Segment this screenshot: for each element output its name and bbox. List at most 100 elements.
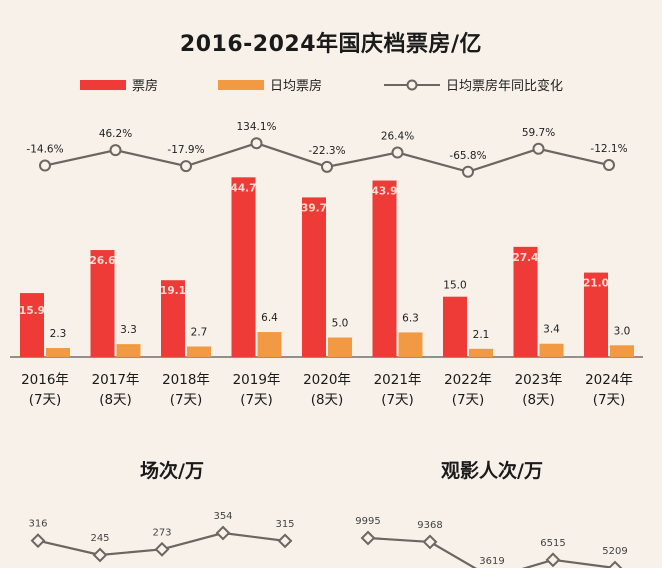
legend-label-daily-box-office: 日均票房 [270,79,323,94]
legend-label-yoy: 日均票房年同比变化 [446,79,564,94]
yoy-label-2023年: 59.7% [522,127,555,139]
x-tick-label-2017年: 2017年 [92,372,140,388]
bar-daily-box-office-2020年 [328,337,352,357]
admissions-point-0 [360,530,376,546]
yoy-label-2016年: -14.6% [26,144,63,156]
bar-label-daily-box-office-2019年: 6.4 [261,312,278,324]
screenings-point-0 [30,533,46,549]
bar-label-daily-box-office-2018年: 2.7 [191,326,208,338]
screenings-point-2 [154,541,170,557]
screenings-point-3 [215,525,231,541]
admissions-point-1 [422,534,438,550]
screenings-title: 场次/万 [140,460,204,482]
bar-label-daily-box-office-2022年: 2.1 [473,329,490,341]
bar-daily-box-office-2018年 [187,346,211,357]
x-tick-label-2018年: 2018年 [162,372,210,388]
legend: 票房 日均票房 日均票房年同比变化 [0,75,662,99]
x-tick-sublabel-2022年: (7天) [452,392,485,408]
chart-title: 2016-2024年国庆档票房/亿 [179,32,483,57]
yoy-label-2018年: -17.9% [167,144,204,156]
yoy-point-2019年 [250,137,263,150]
yoy-point-2022年 [462,165,474,178]
legend-item-daily-box-office: 日均票房 [218,75,322,94]
bar-label-box-office-2021年: 43.9 [372,186,398,198]
bar-daily-box-office-2019年 [257,332,282,357]
bar-label-box-office-2017年: 26.6 [90,255,116,267]
admissions-title: 观影人次/万 [441,460,543,482]
x-tick-label-2023年: 2023年 [515,372,563,388]
bar-daily-box-office-2016年 [46,348,70,357]
bar-label-box-office-2018年: 19.1 [160,285,186,297]
yoy-point-2020年 [321,160,333,173]
x-tick-sublabel-2021年: (7天) [381,392,414,408]
bar-label-box-office-2024年: 21.0 [583,278,609,290]
bar-label-daily-box-office-2020年: 5.0 [332,318,349,330]
bar-label-box-office-2020年: 39.7 [301,202,327,214]
bar-label-daily-box-office-2017年: 3.3 [120,324,137,336]
legend-line-circle-icon [384,79,440,90]
admissions-label-1: 9368 [417,520,442,531]
bar-box-office-2021年 [372,180,397,357]
bar-daily-box-office-2024年 [610,345,634,357]
yoy-label-2021年: 26.4% [381,131,414,143]
yoy-point-2023年 [532,142,545,155]
bar-daily-box-office-2022年 [469,348,493,357]
admissions-label-4: 5209 [602,546,627,557]
screenings-label-1: 245 [90,533,109,544]
x-tick-label-2024年: 2024年 [585,372,633,388]
legend-item-yoy: 日均票房年同比变化 [384,75,563,94]
bar-label-daily-box-office-2023年: 3.4 [543,324,560,336]
bar-label-box-office-2023年: 27.4 [513,252,539,264]
x-tick-label-2016年: 2016年 [21,372,69,388]
bar-box-office-2020年 [302,197,326,357]
screenings-label-2: 273 [152,527,171,538]
x-tick-sublabel-2016年: (7天) [29,392,62,408]
x-tick-sublabel-2019年: (7天) [240,392,273,408]
x-tick-sublabel-2023年: (8天) [522,392,555,408]
x-tick-sublabel-2017年: (8天) [99,392,132,408]
x-tick-label-2021年: 2021年 [374,372,422,388]
bar-label-daily-box-office-2024年: 3.0 [614,325,631,337]
x-tick-sublabel-2024年: (7天) [593,392,626,408]
bar-box-office-2017年 [90,250,115,357]
x-tick-sublabel-2020年: (8天) [311,392,344,408]
admissions-point-4 [607,560,623,568]
bar-box-office-2018年 [161,280,185,357]
bar-label-box-office-2016年: 15.9 [19,305,45,317]
yoy-label-2020年: -22.3% [308,145,345,157]
legend-swatch-box-office [80,79,126,90]
x-tick-label-2020年: 2020年 [303,372,351,388]
main-chart: 15.9 2.3 2016年 (7天) 26.6 3.3 2017年 (8天) 19.1 2.7 2… [10,121,643,408]
yoy-label-2019年: 134.1% [236,121,276,133]
yoy-point-2021年 [391,146,404,159]
bar-label-daily-box-office-2021年: 6.3 [402,312,419,324]
bar-label-box-office-2019年: 44.7 [231,182,257,194]
screenings-label-3: 354 [213,511,232,522]
yoy-label-2024年: -12.1% [590,143,627,155]
bar-box-office-2023年 [513,246,538,357]
legend-swatch-daily-box-office [218,79,264,90]
legend-item-box-office: 票房 [80,75,158,94]
admissions-line [367,536,616,568]
bar-box-office-2016年 [20,293,44,357]
yoy-label-2022年: -65.8% [449,150,486,162]
bar-daily-box-office-2023年 [539,343,564,357]
yoy-point-2016年 [39,159,51,172]
screenings-point-4 [277,533,293,549]
bar-label-daily-box-office-2016年: 2.3 [50,328,67,340]
x-tick-sublabel-2018年: (7天) [170,392,203,408]
screenings-point-1 [92,547,108,563]
bar-daily-box-office-2021年 [398,332,423,357]
yoy-point-2017年 [109,144,122,157]
bar-box-office-2022年 [443,296,467,357]
yoy-point-2018年 [180,160,192,173]
admissions-label-0: 9995 [355,516,380,527]
yoy-label-2017年: 46.2% [99,128,132,140]
yoy-point-2024年 [603,159,615,172]
admissions-label-3: 6515 [540,538,565,549]
admissions-point-3 [545,552,561,568]
bar-box-office-2024年 [584,272,608,357]
screenings-label-4: 315 [275,519,294,530]
bar-daily-box-office-2017年 [116,344,141,357]
